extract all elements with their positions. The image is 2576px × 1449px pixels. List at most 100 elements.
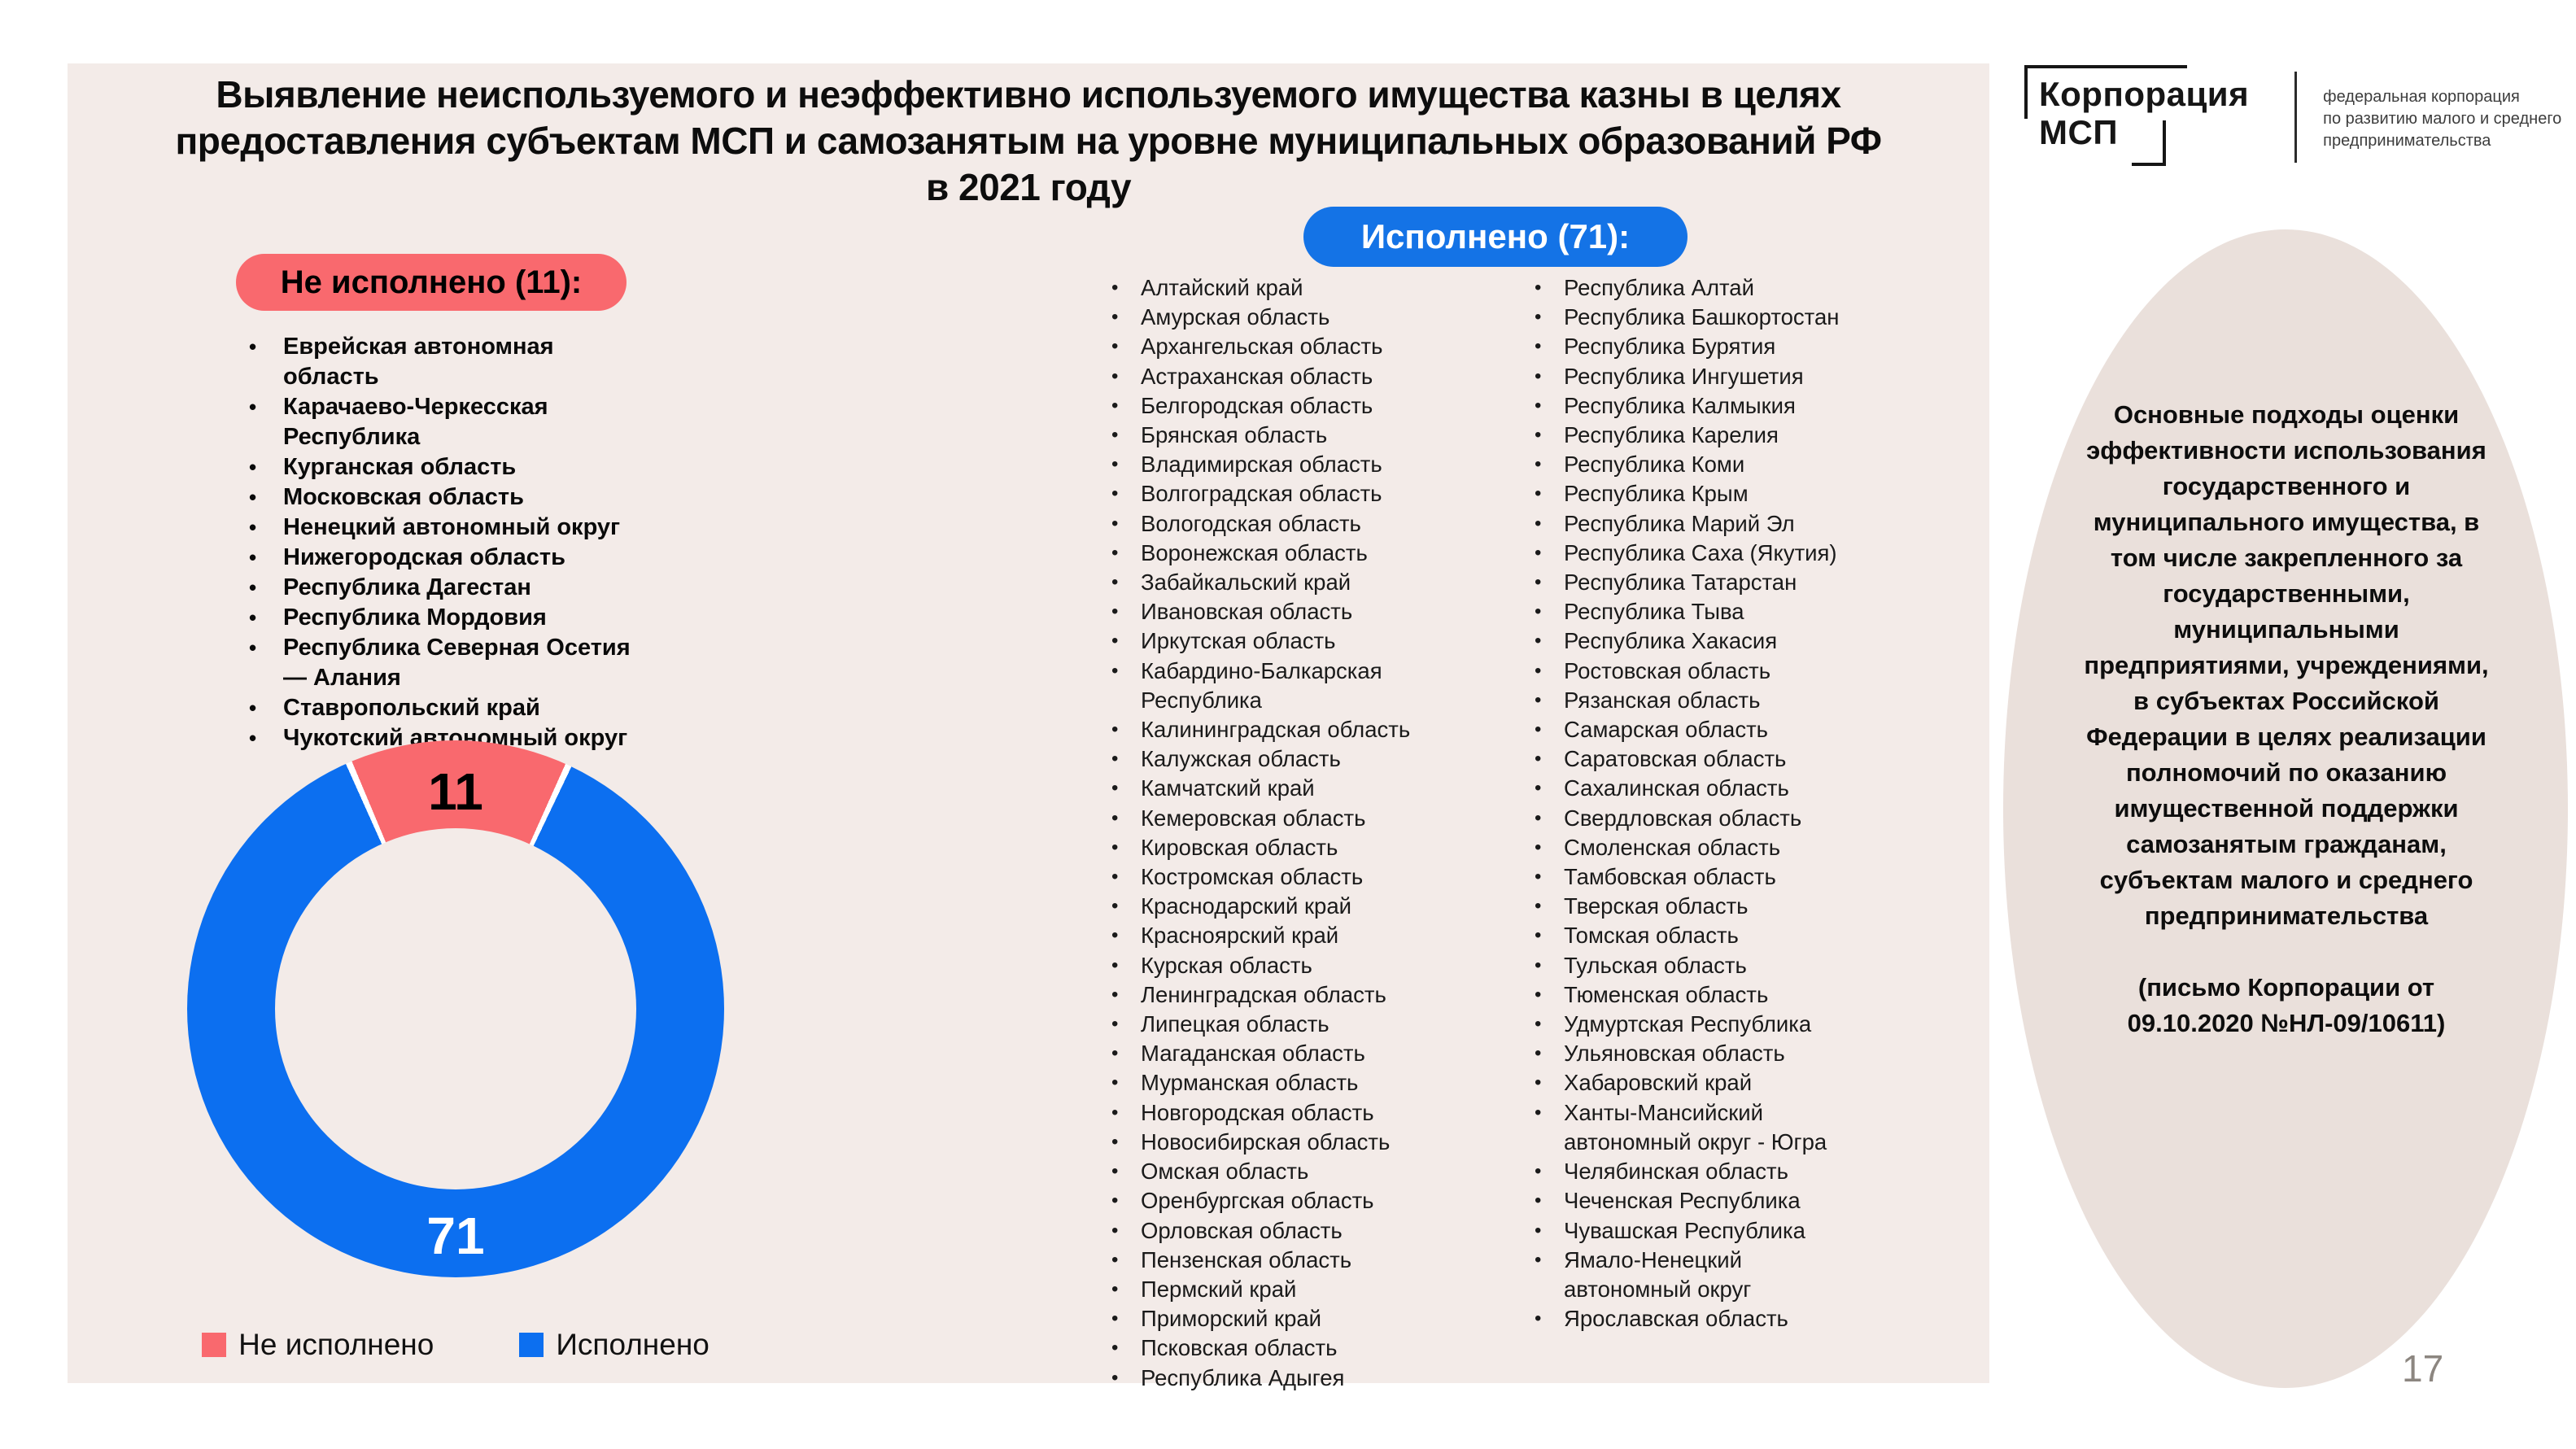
list-item: Камчатский край [1100,774,1481,803]
corporation-msp-logo: Корпорация МСП федеральная корпорация по… [2024,65,2561,166]
list-item: Ивановская область [1100,597,1481,626]
list-item: Ульяновская область [1523,1039,1873,1068]
list-item: Красноярский край [1100,921,1481,950]
list-item: Калужская область [1100,744,1481,774]
list-item: Ставропольский край [244,693,651,723]
list-item: Краснодарский край [1100,892,1481,921]
list-item: Хабаровский край [1523,1068,1873,1098]
list-item: Алтайский край [1100,273,1481,303]
list-item: Вологодская область [1100,509,1481,539]
donut-chart: 11 71 [187,740,724,1277]
logo-descriptor-line: федеральная корпорация [2323,88,2520,106]
list-item: Томская область [1523,921,1873,950]
chart-legend: Не исполнено Исполнено [187,1328,724,1362]
donut-value-executed: 71 [426,1207,485,1265]
list-item: Курская область [1100,951,1481,980]
logo-descriptor-line: по развитию малого и среднего [2323,110,2562,128]
list-item: Иркутская область [1100,626,1481,656]
list-item: Чеченская Республика [1523,1186,1873,1216]
list-item: Республика Карелия [1523,421,1873,450]
list-item: Костромская область [1100,862,1481,892]
logo-descriptor-line: предпринимательства [2323,132,2491,150]
list-item: Удмуртская Республика [1523,1010,1873,1039]
list-item: Еврейская автономная область [244,332,651,392]
list-item: Республика Бурятия [1523,332,1873,361]
list-item: Забайкальский край [1100,568,1481,597]
list-item: Ненецкий автономный округ [244,513,651,543]
legend-entry-not-executed: Не исполнено [202,1328,434,1362]
side-note-body: Основные подходы оценки эффективности ис… [2084,400,2489,930]
list-item: Брянская область [1100,421,1481,450]
list-item: Республика Марий Эл [1523,509,1873,539]
page-number: 17 [2402,1347,2444,1390]
list-item: Карачаево-Черкесская Республика [244,392,651,452]
list-item: Республика Алтай [1523,273,1873,303]
logo-descriptor: федеральная корпорация по развитию малог… [2323,67,2561,163]
list-item: Республика Башкортостан [1523,303,1873,332]
list-item: Саратовская область [1523,744,1873,774]
list-item: Омская область [1100,1157,1481,1186]
donut-chart-hole [275,828,636,1189]
list-item: Псковская область [1100,1333,1481,1363]
list-item: Сахалинская область [1523,774,1873,803]
legend-swatch-red [202,1333,227,1357]
legend-swatch-blue [519,1333,544,1357]
list-item: Чувашская Республика [1523,1216,1873,1246]
list-item: Пермский край [1100,1275,1481,1304]
list-item: Тамбовская область [1523,862,1873,892]
list-item: Владимирская область [1100,450,1481,479]
list-item: Тульская область [1523,951,1873,980]
list-item: Приморский край [1100,1304,1481,1333]
list-item: Кемеровская область [1100,804,1481,833]
executed-badge: Исполнено (71): [1303,207,1687,267]
list-item: Кировская область [1100,833,1481,862]
list-item: Республика Дагестан [244,573,651,603]
list-item: Самарская область [1523,715,1873,744]
legend-entry-executed: Исполнено [519,1328,709,1362]
list-item: Волгоградская область [1100,479,1481,508]
list-item: Республика Саха (Якутия) [1523,539,1873,568]
executed-list-column-1: Алтайский крайАмурская областьАрхангельс… [1100,273,1481,1393]
list-item: Ямало-Ненецкий автономный округ [1523,1246,1873,1304]
not-executed-list: Еврейская автономная областьКарачаево-Че… [244,332,651,753]
list-item: Магаданская область [1100,1039,1481,1068]
list-item: Пензенская область [1100,1246,1481,1275]
list-item: Курганская область [244,452,651,482]
list-item: Кабардино-Балкарская Республика [1100,657,1481,715]
side-note-oval [2003,229,2568,1388]
list-item: Республика Хакасия [1523,626,1873,656]
list-item: Мурманская область [1100,1068,1481,1098]
list-item: Московская область [244,482,651,513]
list-item: Республика Крым [1523,479,1873,508]
list-item: Республика Калмыкия [1523,391,1873,421]
list-item: Новосибирская область [1100,1128,1481,1157]
list-item: Новгородская область [1100,1098,1481,1128]
list-item: Оренбургская область [1100,1186,1481,1216]
list-item: Республика Адыгея [1100,1364,1481,1393]
list-item: Республика Тыва [1523,597,1873,626]
executed-list-column-2: Республика АлтайРеспублика БашкортостанР… [1523,273,1873,1334]
list-item: Рязанская область [1523,686,1873,715]
legend-label: Не исполнено [238,1328,434,1361]
list-item: Тюменская область [1523,980,1873,1010]
not-executed-badge: Не исполнено (11): [236,254,627,311]
list-item: Смоленская область [1523,833,1873,862]
list-item: Свердловская область [1523,804,1873,833]
slide-title: Выявление неиспользуемого и неэффективно… [175,73,1882,208]
logo-divider [2294,72,2298,163]
list-item: Республика Мордовия [244,603,651,633]
legend-label: Исполнено [556,1328,709,1361]
list-item: Ленинградская область [1100,980,1481,1010]
logo-line1: Корпорация [2039,75,2250,113]
list-item: Республика Коми [1523,450,1873,479]
list-item: Челябинская область [1523,1157,1873,1186]
list-item: Ярославская область [1523,1304,1873,1333]
list-item: Белгородская область [1100,391,1481,421]
list-item: Ростовская область [1523,657,1873,686]
logo-bracket-icon [2132,120,2166,166]
side-note-reference: (письмо Корпорации от 09.10.2020 №НЛ-09/… [2127,973,2446,1037]
list-item: Архангельская область [1100,332,1481,361]
list-item: Орловская область [1100,1216,1481,1246]
logo-wordmark: Корпорация МСП [2024,65,2250,166]
